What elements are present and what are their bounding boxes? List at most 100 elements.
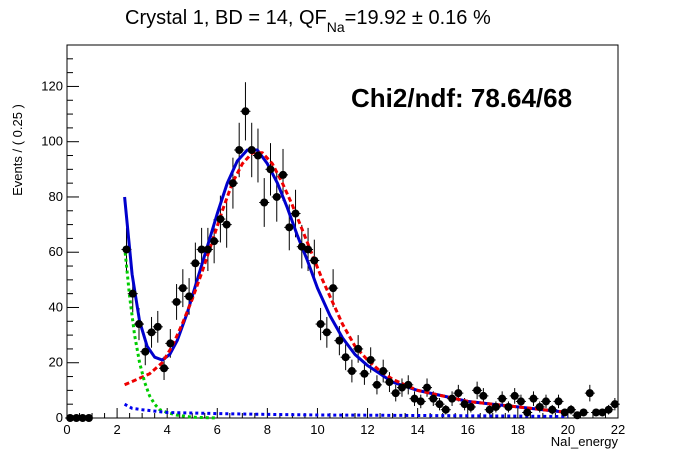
data-point	[279, 170, 288, 179]
chi2-label: Chi2/ndf: 78.64/68	[351, 83, 572, 113]
fit-curve-dotted	[123, 402, 568, 419]
fit-curve-solid	[123, 148, 569, 414]
x-tick-label: 4	[164, 422, 171, 437]
data-point	[122, 245, 131, 254]
data-point	[216, 215, 225, 224]
fit-curves	[123, 148, 569, 420]
data-point	[228, 179, 237, 188]
x-tick-label: 20	[561, 422, 575, 437]
data-point	[322, 328, 331, 337]
data-point	[460, 400, 469, 409]
data-point	[466, 402, 475, 411]
y-tick-label: 80	[49, 189, 63, 204]
data-point	[191, 259, 200, 268]
data-point	[354, 344, 363, 353]
data-point	[266, 165, 275, 174]
x-tick-label: 14	[410, 422, 424, 437]
data-point	[160, 364, 169, 373]
data-points	[66, 107, 619, 422]
data-point	[485, 405, 494, 414]
data-point	[335, 336, 344, 345]
data-point	[341, 353, 350, 362]
fit-curve-dashed	[123, 151, 569, 414]
data-point	[235, 145, 244, 154]
y-tick-label: 0	[56, 410, 63, 425]
data-point	[473, 386, 482, 395]
data-point	[241, 107, 250, 116]
data-point	[454, 389, 463, 398]
data-point	[247, 145, 256, 154]
data-point	[310, 256, 319, 265]
data-point	[423, 383, 432, 392]
data-point	[297, 242, 306, 251]
x-tick-label: 18	[511, 422, 525, 437]
data-point	[567, 405, 576, 414]
fit-curve-dotted	[123, 246, 218, 420]
data-point	[135, 320, 144, 329]
x-tick-label: 8	[264, 422, 271, 437]
data-point	[372, 380, 381, 389]
data-point	[172, 297, 181, 306]
data-point	[153, 322, 162, 331]
data-point	[610, 400, 619, 409]
title-subscript: Na	[327, 19, 345, 35]
data-point	[573, 411, 582, 420]
data-point	[366, 355, 375, 364]
data-point	[178, 284, 187, 293]
data-point	[304, 245, 313, 254]
x-tick-label: 22	[611, 422, 625, 437]
data-point	[529, 394, 538, 403]
data-point	[448, 394, 457, 403]
data-point	[197, 245, 206, 254]
data-point	[598, 408, 607, 417]
y-tick-label: 60	[49, 244, 63, 259]
data-point	[397, 383, 406, 392]
data-point	[185, 292, 194, 301]
data-point	[541, 397, 550, 406]
y-axis-title: Events / ( 0.25 )	[10, 104, 25, 196]
error-bars	[65, 82, 620, 419]
data-point	[410, 394, 419, 403]
chart-title: Crystal 1, BD = 14, QFNa=19.92 ± 0.16 %	[125, 7, 491, 35]
data-point	[379, 367, 388, 376]
data-point	[404, 380, 413, 389]
data-point	[285, 223, 294, 232]
data-point	[516, 397, 525, 406]
data-point	[72, 414, 81, 422]
y-tick-label: 20	[49, 355, 63, 370]
data-point	[260, 198, 269, 207]
data-point	[585, 389, 594, 398]
data-point	[498, 394, 507, 403]
data-point	[429, 394, 438, 403]
data-point	[291, 209, 300, 218]
data-point	[316, 320, 325, 329]
data-point	[579, 408, 588, 417]
x-tick-label: 0	[63, 422, 70, 437]
title-prefix: Crystal 1, BD = 14, QF	[125, 7, 327, 29]
data-point	[554, 397, 563, 406]
data-point	[360, 369, 369, 378]
data-point	[222, 220, 231, 229]
y-tick-label: 120	[41, 78, 63, 93]
x-tick-label: 16	[460, 422, 474, 437]
data-point	[491, 402, 500, 411]
data-point	[523, 408, 532, 417]
x-tick-label: 10	[310, 422, 324, 437]
data-point	[510, 391, 519, 400]
data-point	[560, 408, 569, 417]
y-tick-label: 40	[49, 299, 63, 314]
axis-ticks: 0 2 4 6 8 10 12 14 16 18 20 22 0 20 40 60 80 100 120	[41, 44, 625, 437]
data-point	[166, 339, 175, 348]
data-point	[504, 402, 513, 411]
title-suffix: =19.92 ± 0.16 %	[345, 7, 491, 29]
data-point	[548, 405, 557, 414]
data-point	[128, 289, 137, 298]
data-point	[347, 367, 356, 376]
data-point	[604, 405, 613, 414]
data-point	[441, 405, 450, 414]
data-point	[329, 284, 338, 293]
data-point	[66, 414, 75, 422]
data-point	[416, 397, 425, 406]
data-point	[385, 378, 394, 387]
